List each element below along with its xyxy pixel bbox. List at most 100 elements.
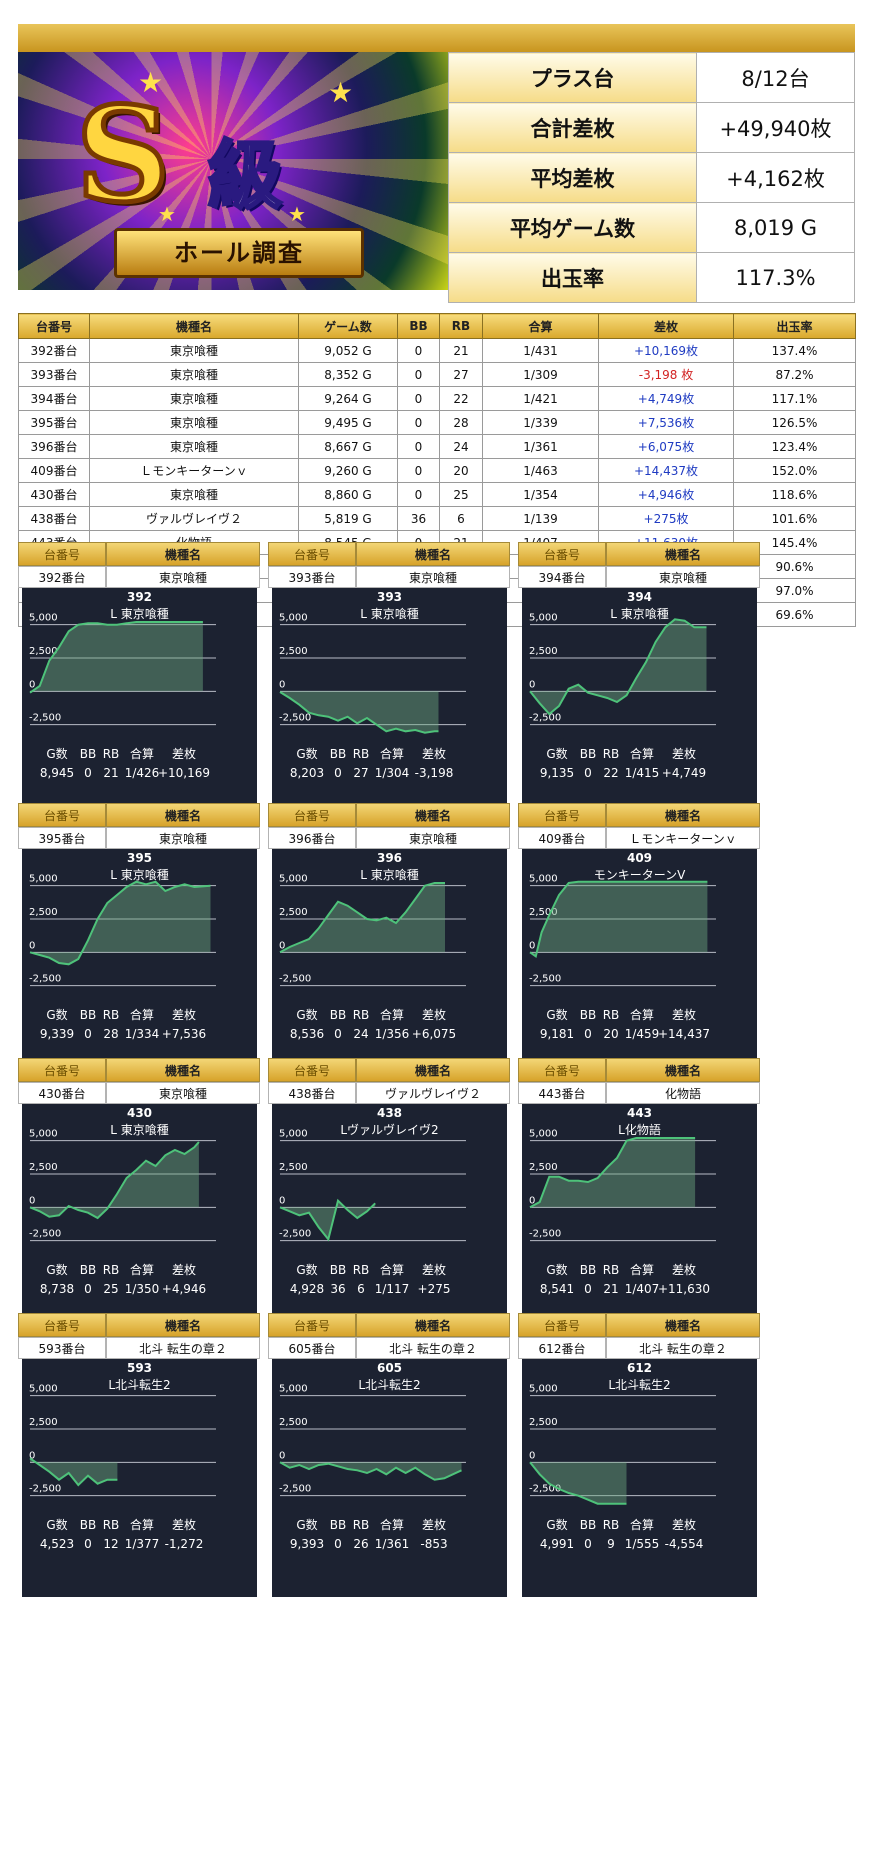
stat-header: 差枚	[422, 1262, 446, 1277]
slump-line	[279, 691, 439, 734]
table-cell: 1/339	[482, 410, 599, 435]
stat-value: 6	[357, 1282, 365, 1296]
y-tick-label: 0	[529, 940, 535, 951]
stat-value: 21	[103, 766, 118, 780]
y-tick-label: 0	[529, 679, 535, 690]
table-cell: 430番台	[18, 482, 90, 507]
table-row: 430番台 東京喰種 8,860 G 0 25 1/354 +4,946枚 118.6%	[18, 482, 856, 507]
slump-area	[530, 619, 707, 714]
stat-header: G数	[546, 1262, 567, 1277]
column-header: 差枚	[598, 313, 734, 339]
stat-header: 差枚	[422, 746, 446, 761]
stat-value: 1/361	[375, 1537, 410, 1551]
stat-header: 合算	[130, 1007, 154, 1022]
column-header: 出玉率	[733, 313, 856, 339]
column-header: ゲーム数	[298, 313, 398, 339]
stat-header: 合算	[380, 746, 404, 761]
y-tick-label: 5,000	[279, 1129, 308, 1140]
slump-chart: 409 モンキーターンV 5,000 2,500 0 -2,500 G数 9,181 BB 0 RB…	[529, 851, 716, 1041]
stat-value: +7,536	[162, 1027, 206, 1041]
y-tick-label: -2,500	[529, 974, 561, 985]
stat-header: 合算	[130, 746, 154, 761]
stat-value: 0	[584, 1027, 592, 1041]
table-cell: +10,169枚	[598, 338, 734, 363]
card-machine-no: 393番台	[268, 566, 356, 588]
table-cell: 0	[397, 362, 440, 387]
stat-header: 合算	[630, 1007, 654, 1022]
table-cell: 101.6%	[733, 506, 856, 531]
stat-value: 1/459	[625, 1027, 660, 1041]
stat-value: 0	[334, 766, 342, 780]
chart-title: 593	[127, 1361, 152, 1375]
table-cell: 8,860 G	[298, 482, 398, 507]
y-tick-label: -2,500	[529, 1229, 561, 1240]
y-tick-label: -2,500	[279, 974, 311, 985]
y-tick-label: 2,500	[29, 1162, 58, 1173]
table-cell: +4,946枚	[598, 482, 734, 507]
stat-header: RB	[353, 1008, 370, 1022]
chart-title: 396	[377, 851, 402, 865]
chart-panel: 443 L化物語 5,000 2,500 0 -2,500 G数 8,541 BB 0 RB 21 合算…	[522, 1104, 757, 1342]
table-cell: 6	[439, 506, 483, 531]
logo-letter: S	[74, 78, 173, 231]
card-header-model: 機種名	[606, 1058, 760, 1082]
stat-value: 0	[84, 1027, 92, 1041]
summary-label: 出玉率	[448, 252, 697, 303]
slump-chart: 392 L 東京喰種 5,000 2,500 0 -2,500 G数 8,945 BB 0 RB 21…	[29, 590, 216, 780]
summary-table: プラス台 8/12台 合計差枚 +49,940枚 平均差枚 +4,162枚 平均ゲーム数 8,…	[448, 52, 855, 303]
stat-header: RB	[103, 1263, 120, 1277]
chart-subtitle: L 東京喰種	[360, 867, 419, 882]
card-header-no: 台番号	[18, 1058, 106, 1082]
card-header-model: 機種名	[106, 1313, 260, 1337]
card-header-model: 機種名	[606, 1313, 760, 1337]
stat-value: 0	[584, 766, 592, 780]
stat-header: 差枚	[172, 1007, 196, 1022]
y-tick-label: -2,500	[279, 1484, 311, 1495]
y-tick-label: -2,500	[29, 1484, 61, 1495]
card-machine-model: 東京喰種	[356, 827, 510, 849]
card-machine-model: 東京喰種	[106, 827, 260, 849]
stat-value: 1/350	[125, 1282, 160, 1296]
table-cell: 9,264 G	[298, 386, 398, 411]
y-tick-label: 2,500	[279, 1417, 308, 1428]
y-tick-label: 2,500	[529, 907, 558, 918]
chart-title: 443	[627, 1106, 652, 1120]
stat-value: -1,272	[165, 1537, 204, 1551]
table-cell: +4,749枚	[598, 386, 734, 411]
slump-chart: 605 L北斗転生2 5,000 2,500 0 -2,500 G数 9,393 BB 0 RB 26…	[279, 1361, 466, 1551]
stat-header: RB	[353, 1263, 370, 1277]
card-machine-no: 443番台	[518, 1082, 606, 1104]
stat-header: 差枚	[172, 746, 196, 761]
stat-value: 28	[103, 1027, 118, 1041]
slump-line	[279, 1198, 376, 1242]
table-cell: 5,819 G	[298, 506, 398, 531]
column-header: 台番号	[18, 313, 90, 339]
table-cell: 21	[439, 338, 483, 363]
y-tick-label: 0	[279, 1195, 285, 1206]
card-machine-model: 北斗 転生の章２	[356, 1337, 510, 1359]
stat-value: 0	[84, 766, 92, 780]
card-machine-model: 東京喰種	[356, 566, 510, 588]
card-machine-model: 北斗 転生の章２	[106, 1337, 260, 1359]
stat-value: 1/555	[625, 1537, 660, 1551]
card-machine-no: 394番台	[518, 566, 606, 588]
table-cell: 9,260 G	[298, 458, 398, 483]
stat-header: BB	[80, 1518, 96, 1532]
chart-title: 393	[377, 590, 402, 604]
stat-header: 差枚	[422, 1007, 446, 1022]
stat-header: BB	[330, 1008, 346, 1022]
machine-card: 台番号 機種名 443番台 化物語 443 L化物語 5,000 2,500 0 -2,500 G数…	[518, 1058, 760, 1345]
stat-value: 1/426	[125, 766, 160, 780]
chart-subtitle: L化物語	[618, 1122, 661, 1137]
stat-value: +6,075	[412, 1027, 456, 1041]
chart-panel: 605 L北斗転生2 5,000 2,500 0 -2,500 G数 9,393 BB 0 RB 26…	[272, 1359, 507, 1597]
table-cell: 123.4%	[733, 434, 856, 459]
summary-value: +49,940枚	[696, 102, 855, 153]
table-cell: 28	[439, 410, 483, 435]
table-cell: 394番台	[18, 386, 90, 411]
stat-value: 0	[84, 1282, 92, 1296]
stat-header: BB	[580, 1008, 596, 1022]
summary-row: 平均ゲーム数 8,019 G	[448, 202, 855, 253]
stat-value: 9,181	[540, 1027, 574, 1041]
y-tick-label: 2,500	[529, 1162, 558, 1173]
